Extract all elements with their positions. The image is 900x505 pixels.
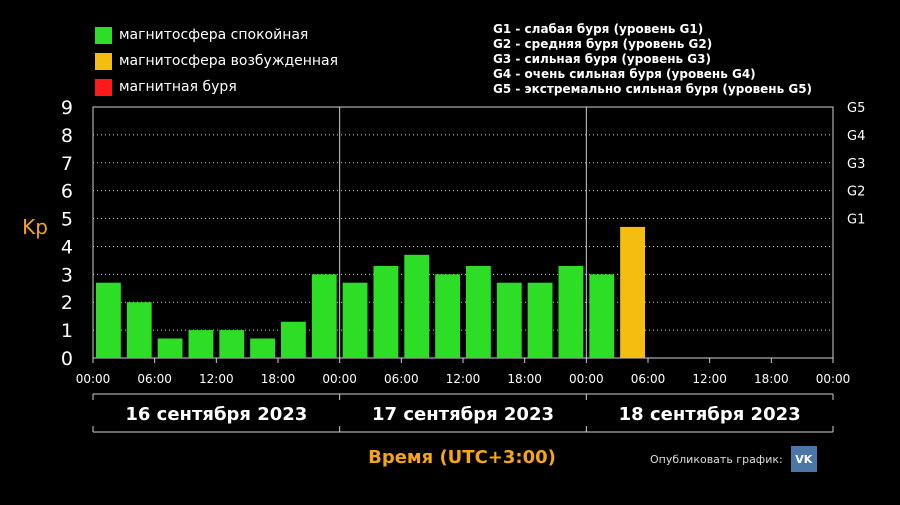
kp-bar bbox=[188, 330, 214, 358]
legend-item-excited: магнитосфера возбужденная bbox=[95, 48, 338, 74]
vk-icon: VK bbox=[795, 452, 813, 466]
kp-bar bbox=[496, 282, 522, 358]
kp-bar bbox=[126, 302, 152, 358]
legend-label-quiet: магнитосфера спокойная bbox=[119, 27, 309, 43]
x-tick-label: 12:00 bbox=[692, 372, 727, 386]
legend-label-storm: магнитная буря bbox=[119, 79, 237, 95]
g-level-tick-label: G4 bbox=[847, 129, 865, 144]
kp-bar bbox=[219, 330, 245, 358]
x-tick-label: 06:00 bbox=[631, 372, 666, 386]
y-tick-label: 5 bbox=[61, 209, 73, 231]
storm-level-g1: G1 - слабая буря (уровень G1) bbox=[493, 22, 704, 36]
kp-bar bbox=[281, 321, 306, 358]
y-axis-label: Kp bbox=[22, 215, 48, 239]
x-tick-label: 00:00 bbox=[816, 372, 851, 386]
y-tick-label: 2 bbox=[61, 292, 73, 314]
y-tick-label: 8 bbox=[61, 125, 73, 147]
plot-frame bbox=[92, 106, 834, 359]
storm-level-g2: G2 - средняя буря (уровень G2) bbox=[493, 37, 713, 51]
day-label: 16 сентября 2023 bbox=[125, 404, 307, 425]
x-tick-label: 18:00 bbox=[507, 372, 542, 386]
kp-bar bbox=[620, 226, 645, 358]
kp-bar bbox=[96, 282, 121, 358]
x-tick-label: 06:00 bbox=[384, 372, 419, 386]
x-tick-label: 00:00 bbox=[76, 372, 111, 386]
chart-legend: магнитосфера спокойная магнитосфера возб… bbox=[95, 22, 338, 100]
kp-bar bbox=[157, 338, 183, 358]
x-axis-label: Время (UTC+3:00) bbox=[368, 447, 556, 468]
y-tick-label: 3 bbox=[61, 264, 73, 286]
kp-bar bbox=[250, 338, 275, 358]
y-tick-label: 7 bbox=[61, 153, 73, 175]
g-level-tick-label: G5 bbox=[847, 101, 865, 116]
share-block: Опубликовать график: VK bbox=[650, 446, 817, 472]
g-level-tick-label: G3 bbox=[847, 157, 865, 172]
x-tick-label: 12:00 bbox=[446, 372, 481, 386]
vk-share-button[interactable]: VK bbox=[790, 446, 817, 472]
day-label: 17 сентября 2023 bbox=[372, 404, 554, 425]
x-tick-label: 12:00 bbox=[199, 372, 234, 386]
x-tick-label: 18:00 bbox=[754, 372, 789, 386]
kp-bar bbox=[373, 265, 399, 358]
y-tick-label: 6 bbox=[61, 181, 73, 203]
y-tick-label: 4 bbox=[61, 236, 73, 258]
day-label: 18 сентября 2023 bbox=[619, 404, 801, 425]
g-level-tick-label: G2 bbox=[847, 185, 865, 200]
kp-bar bbox=[342, 282, 368, 358]
g-level-tick-label: G1 bbox=[847, 213, 865, 228]
storm-level-g4: G4 - очень сильная буря (уровень G4) bbox=[493, 67, 756, 81]
x-tick-label: 06:00 bbox=[137, 372, 172, 386]
kp-bar bbox=[589, 274, 615, 358]
kp-bar bbox=[435, 274, 460, 358]
legend-swatch-quiet bbox=[95, 26, 112, 44]
y-tick-label: 0 bbox=[61, 348, 73, 370]
storm-levels-legend: G1 - слабая буря (уровень G1) G2 - средн… bbox=[493, 22, 812, 97]
y-tick-label: 1 bbox=[61, 320, 73, 342]
x-tick-label: 18:00 bbox=[261, 372, 296, 386]
x-tick-label: 00:00 bbox=[322, 372, 357, 386]
storm-level-g3: G3 - сильная буря (уровень G3) bbox=[493, 52, 711, 66]
kp-bar bbox=[527, 282, 553, 358]
legend-item-storm: магнитная буря bbox=[95, 74, 338, 100]
legend-swatch-excited bbox=[95, 52, 112, 70]
x-tick-label: 00:00 bbox=[569, 372, 604, 386]
share-label: Опубликовать график: bbox=[650, 452, 783, 466]
kp-bar bbox=[404, 254, 430, 358]
legend-label-excited: магнитосфера возбужденная bbox=[119, 53, 339, 69]
kp-bar bbox=[558, 265, 584, 358]
y-tick-label: 9 bbox=[61, 97, 73, 119]
kp-bar bbox=[466, 265, 491, 358]
legend-item-quiet: магнитосфера спокойная bbox=[95, 22, 338, 48]
legend-swatch-storm bbox=[95, 78, 112, 96]
kp-bar bbox=[311, 274, 337, 358]
storm-level-g5: G5 - экстремально сильная буря (уровень … bbox=[493, 82, 813, 96]
